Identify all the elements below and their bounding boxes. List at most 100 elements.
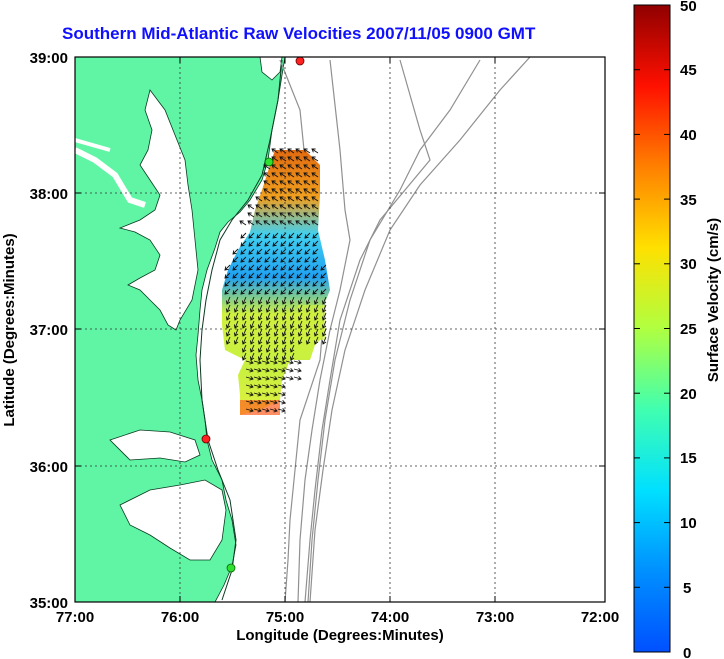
velocity-arrow (311, 180, 319, 186)
velocity-arrow (264, 264, 271, 271)
velocity-arrow (269, 391, 278, 397)
velocity-arrow (225, 320, 231, 329)
velocity-arrow (285, 359, 294, 365)
x-tick-label: 73:00 (476, 609, 514, 626)
velocity-arrow (312, 288, 319, 295)
velocity-arrow (288, 248, 295, 255)
velocity-arrow (239, 220, 247, 226)
velocity-arrow (245, 391, 254, 397)
velocity-arrow (287, 196, 295, 202)
velocity-arrow (279, 196, 287, 202)
velocity-arrow (288, 264, 295, 271)
velocity-arrow (296, 272, 303, 279)
velocity-arrow (269, 399, 278, 405)
velocity-arrow (257, 312, 263, 321)
velocity-arrow (297, 328, 303, 337)
velocity-arrow (296, 264, 303, 271)
velocity-arrow (233, 328, 239, 337)
velocity-arrow (296, 256, 303, 263)
velocity-arrow (261, 359, 270, 365)
velocity-arrow (271, 212, 279, 218)
velocity-arrow (304, 232, 311, 239)
velocity-arrow (313, 328, 319, 337)
velocity-arrow (224, 272, 231, 279)
velocity-arrow (279, 156, 287, 162)
velocity-arrow (295, 188, 303, 194)
velocity-arrow (256, 264, 263, 271)
velocity-arrow (245, 367, 254, 373)
velocity-arrow (296, 240, 303, 247)
velocity-arrow (233, 312, 239, 321)
velocity-arrow (287, 164, 295, 170)
velocity-arrow (312, 232, 319, 239)
velocity-arrow (289, 320, 295, 329)
velocity-arrow (253, 391, 262, 397)
colorbar-tick-label: 0 (683, 645, 691, 659)
velocity-arrow (281, 320, 287, 329)
velocity-arrow (253, 367, 262, 373)
velocity-arrow (261, 407, 270, 413)
velocity-arrow (312, 272, 319, 279)
grid-lines (75, 57, 605, 602)
colorbar-tick-label: 35 (680, 192, 697, 209)
velocity-arrow (272, 240, 279, 247)
velocity-arrow (321, 336, 327, 345)
velocity-arrow (232, 264, 239, 271)
velocity-arrow (240, 280, 247, 287)
velocity-arrow (248, 288, 255, 295)
velocity-arrow (288, 280, 295, 287)
velocity-arrow (296, 288, 303, 295)
velocity-arrow (289, 336, 295, 345)
colorbar-tick-label: 40 (680, 127, 697, 144)
x-tick-label: 77:00 (56, 609, 94, 626)
velocity-arrow (241, 328, 247, 337)
velocity-arrow (269, 375, 278, 381)
velocity-arrow (279, 212, 287, 218)
velocity-arrow (255, 220, 263, 226)
velocity-arrow (273, 320, 279, 329)
velocity-arrow (264, 256, 271, 263)
velocity-arrow (256, 248, 263, 255)
velocity-arrow (264, 248, 271, 255)
velocity-arrow (269, 407, 278, 413)
velocity-arrow (240, 272, 247, 279)
velocity-vectors (224, 148, 327, 413)
velocity-arrow (256, 232, 263, 239)
velocity-arrow (249, 320, 255, 329)
velocity-arrow (224, 264, 231, 271)
velocity-arrow (271, 148, 279, 154)
x-tick-label: 75:00 (266, 609, 304, 626)
velocity-arrow (261, 391, 270, 397)
velocity-arrow (305, 296, 311, 305)
velocity-arrow (303, 188, 311, 194)
velocity-arrow (271, 172, 279, 178)
velocity-arrow (312, 240, 319, 247)
x-axis-label: Longitude (Degrees:Minutes) (236, 627, 444, 644)
velocity-arrow (273, 328, 279, 337)
velocity-arrow (272, 264, 279, 271)
velocity-arrow (273, 344, 279, 353)
colorbar-tick-label: 20 (680, 386, 697, 403)
velocity-arrow (279, 220, 287, 226)
velocity-arrow (288, 288, 295, 295)
y-tick-label: 38:00 (30, 186, 68, 203)
velocity-arrow (241, 344, 247, 353)
velocity-arrow (272, 248, 279, 255)
velocity-arrow (303, 148, 311, 154)
velocity-arrow (303, 204, 311, 210)
velocity-arrow (263, 172, 271, 178)
velocity-arrow (225, 304, 231, 313)
velocity-arrow (280, 248, 287, 255)
velocity-arrow (297, 304, 303, 313)
velocity-arrow (272, 256, 279, 263)
velocity-arrow (295, 212, 303, 218)
velocity-arrow (287, 212, 295, 218)
velocity-arrow (233, 296, 239, 305)
velocity-arrow (264, 272, 271, 279)
velocity-arrow (245, 359, 254, 365)
velocity-arrow (311, 172, 319, 178)
velocity-arrow (289, 304, 295, 313)
velocity-arrow (269, 367, 278, 373)
velocity-arrow (253, 359, 262, 365)
y-tick-label: 36:00 (30, 459, 68, 476)
